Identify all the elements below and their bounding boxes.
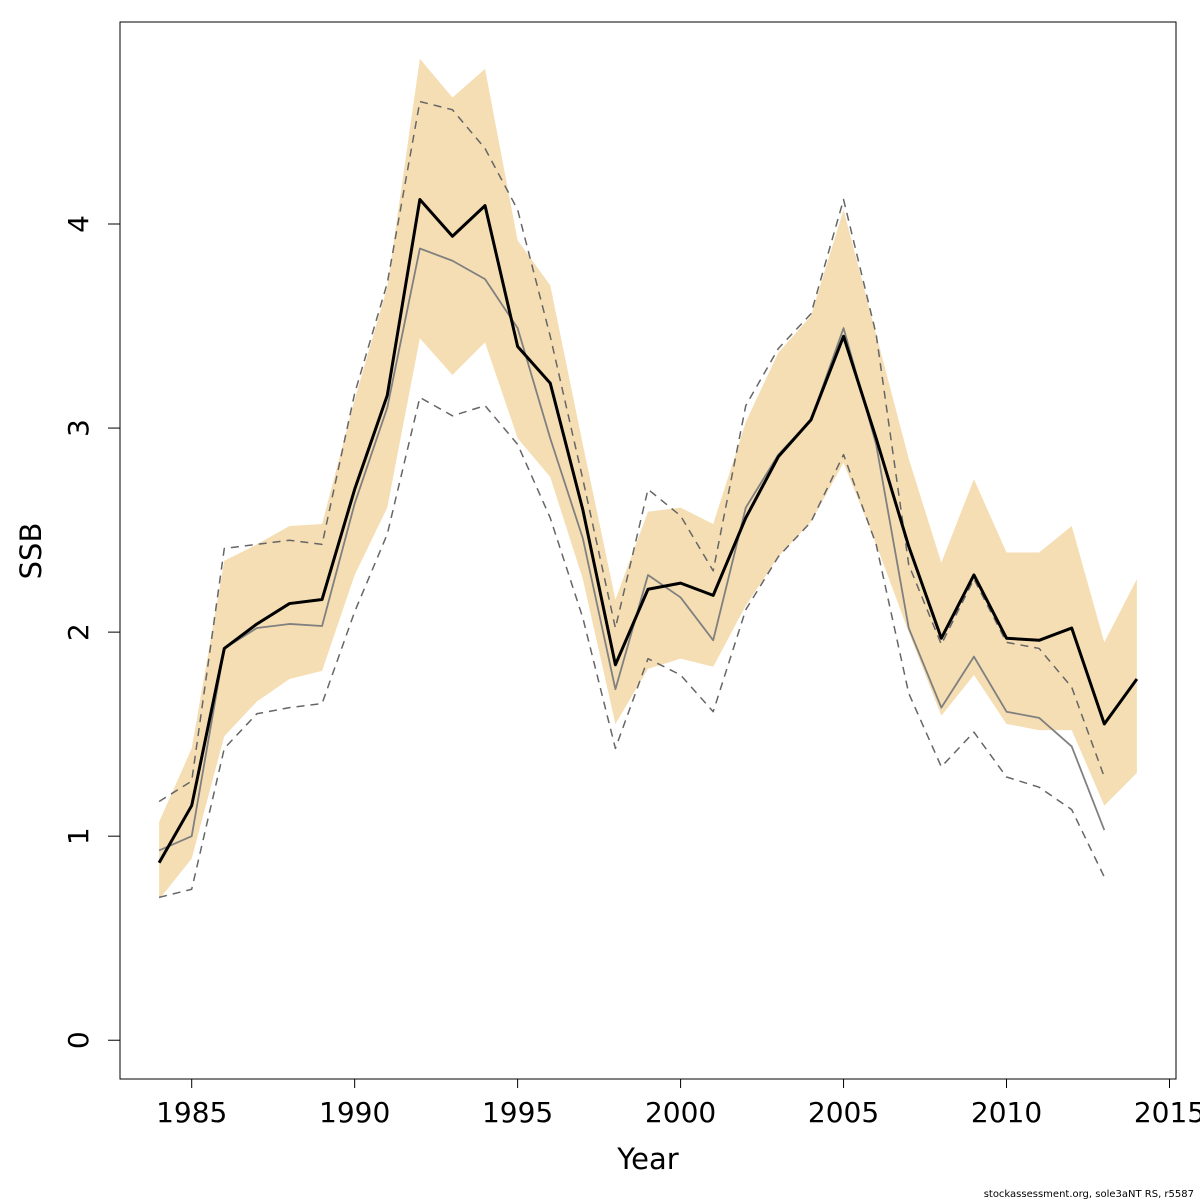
footer: stockassessment.org, sole3aNT RS, r5587	[984, 1189, 1194, 1200]
line	[158, 247, 1106, 852]
x-tick-label: 2010	[971, 1096, 1042, 1129]
x-tick-label: 1985	[156, 1096, 227, 1129]
x-axis-label: Year	[616, 1142, 678, 1176]
x-tick-label: 2000	[645, 1096, 716, 1129]
y-axis-label: SSB	[14, 523, 48, 580]
dashed-line	[158, 396, 1105, 899]
dashed-line	[158, 100, 1106, 803]
x-tick-label: 1990	[319, 1096, 390, 1129]
y-tick-label: 2	[62, 623, 95, 641]
x-tick-label: 2005	[808, 1096, 879, 1129]
x-tick-label: 1995	[482, 1096, 553, 1129]
y-tick-label: 4	[62, 215, 95, 233]
line	[157, 198, 1139, 864]
y-tick-label: 3	[62, 419, 95, 437]
y-tick-label: 0	[62, 1031, 95, 1049]
x-tick-label: 2015	[1134, 1096, 1200, 1129]
y-tick-label: 1	[62, 827, 95, 845]
confidence-band	[159, 58, 1137, 900]
plot-area	[157, 58, 1139, 900]
